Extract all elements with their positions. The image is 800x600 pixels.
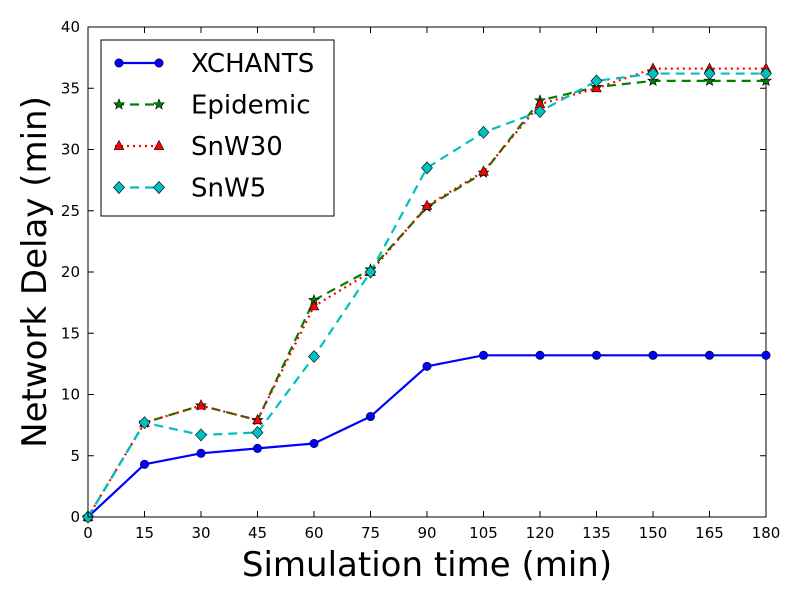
y-tick-label: 0: [70, 508, 80, 526]
data-point-snw5: [138, 416, 151, 430]
data-point-xchants: [365, 412, 375, 422]
data-point-xchants: [140, 459, 150, 469]
data-point-epidemic: [759, 74, 773, 87]
legend-label-snw30: SnW30: [191, 132, 283, 162]
legend-marker-snw5: [153, 181, 165, 194]
x-tick-label: 135: [582, 524, 611, 542]
data-point-xchants: [704, 350, 714, 360]
data-point-epidemic: [703, 74, 716, 87]
series-markers: [81, 62, 773, 524]
data-point-snw30: [195, 399, 207, 410]
data-point-xchants: [761, 350, 771, 360]
data-point-snw5: [308, 350, 320, 363]
data-point-snw30: [421, 199, 433, 210]
y-tick-label: 10: [61, 386, 80, 404]
data-point-xchants: [535, 350, 545, 360]
data-point-xchants: [648, 350, 658, 360]
x-tick-label: 105: [469, 524, 498, 542]
x-tick-label: 75: [361, 524, 380, 542]
data-point-xchants: [309, 438, 319, 448]
data-point-snw30: [308, 300, 320, 311]
data-point-snw5: [590, 74, 603, 88]
y-tick-label: 5: [70, 447, 80, 465]
legend-marker-snw30: [153, 139, 165, 150]
y-tick-label: 30: [61, 141, 80, 159]
x-tick-label: 180: [752, 524, 781, 542]
y-tick-label: 35: [61, 79, 80, 97]
x-tick-label: 45: [248, 524, 267, 542]
axis-ticks: 0 15 30 45 60 75 90 105 120 135 150 165 180 0 5 10 15 20 2…: [61, 18, 780, 542]
x-tick-label: 30: [191, 524, 210, 542]
legend-label-xchants: XCHANTS: [191, 49, 314, 79]
data-point-snw5: [364, 265, 377, 279]
data-point-snw30: [252, 414, 263, 425]
data-point-snw30: [478, 165, 489, 176]
y-tick-label: 20: [61, 263, 80, 281]
legend: XCHANTS Epidemic SnW30 SnW5: [100, 39, 335, 217]
legend-box: [100, 39, 335, 217]
legend-label-epidemic: Epidemic: [191, 91, 311, 121]
x-tick-label: 165: [695, 524, 724, 542]
series-markers-snw5: [82, 67, 772, 524]
x-tick-label: 15: [135, 524, 154, 542]
legend-marker-xchants: [114, 58, 124, 68]
data-point-xchants: [253, 443, 263, 453]
data-point-snw5: [477, 125, 490, 139]
data-point-snw5: [195, 428, 207, 442]
x-tick-label: 0: [83, 524, 93, 542]
x-tick-label: 120: [526, 524, 555, 542]
x-tick-label: 90: [417, 524, 436, 542]
data-point-snw5: [760, 67, 772, 80]
data-point-xchants: [591, 350, 601, 360]
data-point-xchants: [196, 448, 206, 458]
x-tick-label: 60: [304, 524, 323, 542]
y-tick-label: 40: [61, 18, 80, 36]
y-tick-label: 15: [61, 324, 80, 342]
data-point-snw5: [534, 105, 546, 118]
data-point-snw5: [251, 426, 264, 439]
y-tick-label: 25: [61, 202, 80, 220]
legend-marker-epidemic: [152, 98, 166, 110]
legend-marker-xchants: [154, 58, 164, 68]
data-point-xchants: [422, 361, 432, 371]
data-point-xchants: [478, 350, 488, 360]
legend-label-snw5: SnW5: [191, 174, 266, 204]
legend-marker-epidemic: [112, 98, 126, 110]
data-point-snw5: [421, 161, 433, 175]
x-tick-label: 150: [639, 524, 668, 542]
data-point-snw5: [703, 67, 716, 80]
x-axis-title: Simulation time (min): [242, 545, 612, 585]
series-markers-xchants: [83, 350, 771, 522]
legend-marker-snw5: [113, 181, 125, 194]
y-axis-title: Network Delay (min): [15, 96, 55, 448]
data-point-epidemic: [646, 74, 660, 87]
legend-marker-snw30: [113, 139, 125, 150]
data-point-snw5: [647, 67, 659, 80]
